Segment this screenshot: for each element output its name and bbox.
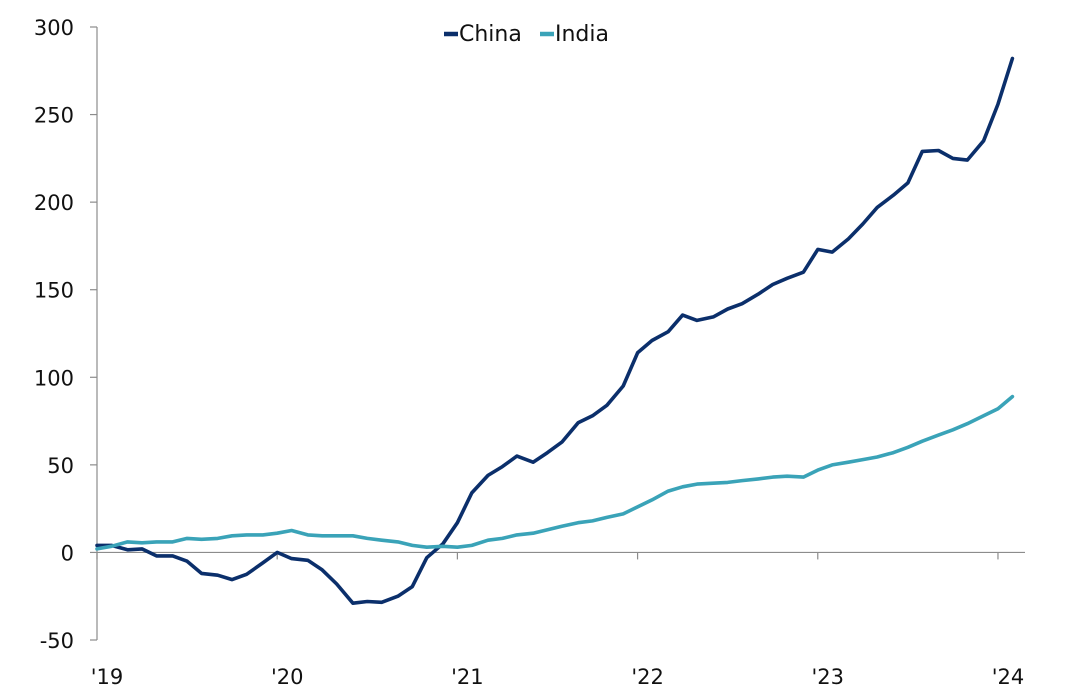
- x-tick-label: '22: [631, 665, 664, 689]
- x-tick-label: '21: [451, 665, 484, 689]
- legend-label-india: India: [555, 22, 609, 47]
- y-tick-label: 0: [61, 541, 74, 565]
- y-tick-label: 50: [47, 454, 74, 478]
- x-tick-label: '23: [812, 665, 845, 689]
- x-tick-label: '24: [992, 665, 1025, 689]
- series-line-india: [95, 394, 1015, 551]
- series-line-china: [95, 56, 1015, 605]
- y-tick-label: 150: [34, 279, 74, 303]
- y-tick-label: 100: [34, 366, 74, 390]
- legend: China India: [444, 22, 609, 47]
- series-layer: [95, 56, 1015, 605]
- y-axis: -50 0 50 100 150 200 250 300: [34, 16, 98, 653]
- x-tick-label: '19: [91, 665, 124, 689]
- x-tick-label: '20: [271, 665, 304, 689]
- y-tick-label: -50: [40, 629, 74, 653]
- y-tick-label: 200: [34, 191, 74, 215]
- y-tick-label: 250: [34, 104, 74, 128]
- y-tick-label: 300: [34, 16, 74, 40]
- legend-label-china: China: [459, 22, 522, 47]
- x-axis: '19 '20 '21 '22 '23 '24: [91, 551, 1025, 689]
